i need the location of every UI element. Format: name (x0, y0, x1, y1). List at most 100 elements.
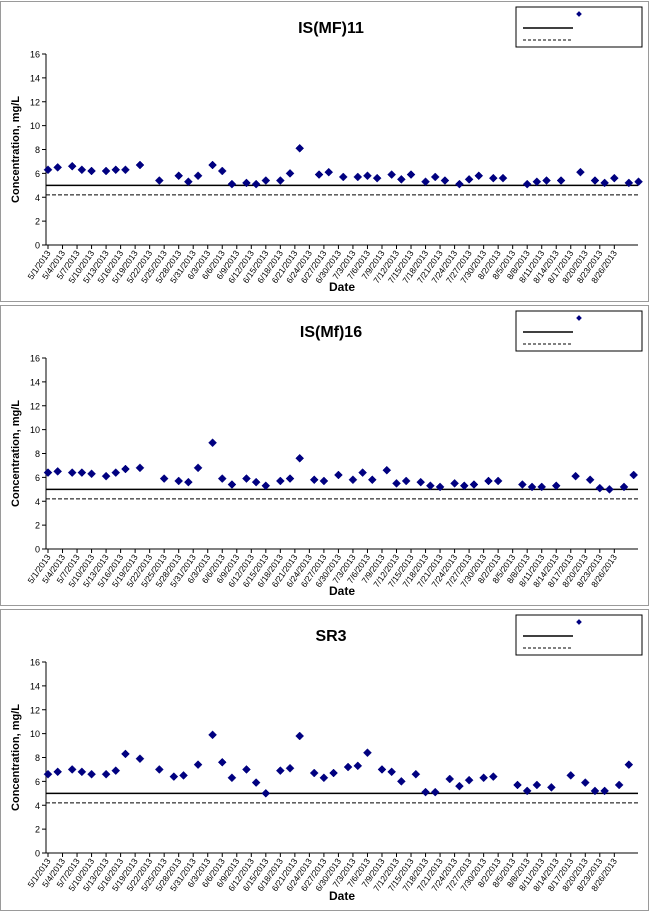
data-point (101, 166, 111, 176)
data-point (532, 780, 542, 790)
data-point (295, 143, 305, 153)
x-axis-title: Date (329, 280, 355, 294)
y-tick-label: 4 (35, 193, 40, 203)
data-point (121, 464, 130, 474)
data-point (227, 773, 237, 783)
data-point (624, 760, 634, 770)
data-point (159, 474, 169, 483)
chart-title: IS(Mf)16 (300, 324, 362, 341)
data-point (169, 772, 179, 781)
data-point (532, 177, 542, 187)
legend-marker-icon (576, 619, 582, 625)
data-point (479, 773, 488, 783)
legend-marker-icon (576, 315, 582, 321)
chart-panel-2: IS(Mf)16 0 2 4 6 8 10 12 14 16 5/1/2013 5/4/2013 5/7… (0, 305, 649, 606)
data-point (363, 748, 372, 758)
y-tick-label: 6 (35, 777, 40, 787)
data-point (455, 781, 464, 791)
data-point (285, 169, 295, 178)
data-point (585, 475, 595, 485)
data-point (101, 471, 111, 481)
chart-panel-1: IS(MF)11 0 2 4 6 8 10 12 14 16 5/1/2013 5/4/2013 5/7… (0, 1, 649, 302)
data-point (522, 179, 532, 189)
data-point (600, 178, 609, 188)
data-point (387, 767, 397, 777)
data-point (580, 778, 590, 787)
data-point (619, 482, 629, 492)
data-point (193, 760, 203, 770)
data-point (121, 165, 130, 175)
data-point (474, 171, 484, 181)
data-point (343, 762, 353, 772)
data-point (464, 775, 474, 785)
data-point (392, 478, 401, 488)
data-point (426, 481, 435, 491)
data-point (251, 778, 261, 787)
y-tick-label: 14 (30, 377, 40, 387)
chart-title: SR3 (315, 628, 346, 645)
y-tick-label: 14 (30, 73, 40, 83)
data-point (338, 172, 348, 182)
data-point (493, 476, 503, 486)
data-point (358, 468, 367, 477)
y-tick-label: 16 (30, 658, 40, 668)
data-point (77, 165, 87, 175)
data-point (285, 474, 295, 483)
data-point (537, 482, 547, 492)
data-point (363, 171, 372, 181)
data-point (217, 757, 227, 767)
data-point (184, 177, 193, 187)
data-point (401, 476, 411, 486)
y-tick-label: 12 (30, 401, 40, 411)
data-point (135, 463, 145, 473)
data-point (348, 475, 358, 485)
data-point (208, 160, 217, 170)
data-point (77, 468, 87, 477)
legend (515, 6, 643, 48)
data-point (387, 170, 397, 179)
data-point (242, 178, 251, 188)
y-tick-label: 16 (30, 354, 40, 364)
data-point (488, 772, 498, 781)
data-point (329, 768, 338, 778)
data-point (67, 765, 77, 774)
y-tick-label: 2 (35, 825, 40, 835)
y-tick-label: 6 (35, 473, 40, 483)
data-point (421, 177, 430, 187)
data-point (624, 178, 634, 188)
data-point (571, 471, 580, 481)
data-point (101, 769, 111, 779)
data-point (174, 171, 184, 181)
data-point (609, 173, 619, 183)
data-point (174, 476, 184, 486)
data-point (53, 163, 63, 172)
data-point (193, 171, 203, 181)
data-point (135, 754, 145, 764)
y-tick-label: 8 (35, 449, 40, 459)
y-tick-label: 4 (35, 497, 40, 507)
data-point (435, 482, 445, 492)
data-point (43, 769, 53, 779)
data-point (208, 730, 217, 740)
data-point (556, 176, 566, 185)
y-tick-label: 12 (30, 705, 40, 715)
y-tick-label: 6 (35, 169, 40, 179)
data-point (324, 167, 334, 177)
data-point (450, 478, 459, 488)
data-point (527, 482, 537, 492)
data-point (67, 161, 77, 171)
legend (515, 614, 643, 656)
chart-3-svg: SR302468101214165/1/20135/4/20135/7/2013… (10, 614, 643, 903)
data-point (566, 771, 576, 780)
data-point (416, 477, 426, 487)
legend (515, 310, 643, 352)
x-axis-title: Date (329, 889, 355, 903)
data-point (179, 771, 188, 780)
data-point (227, 480, 237, 489)
data-point (135, 160, 145, 170)
data-point (498, 173, 508, 183)
data-point (87, 769, 96, 779)
data-point (154, 765, 164, 774)
chart-1-svg: IS(MF)1102468101214165/1/20135/4/20135/7… (10, 6, 643, 294)
data-point (445, 774, 455, 784)
